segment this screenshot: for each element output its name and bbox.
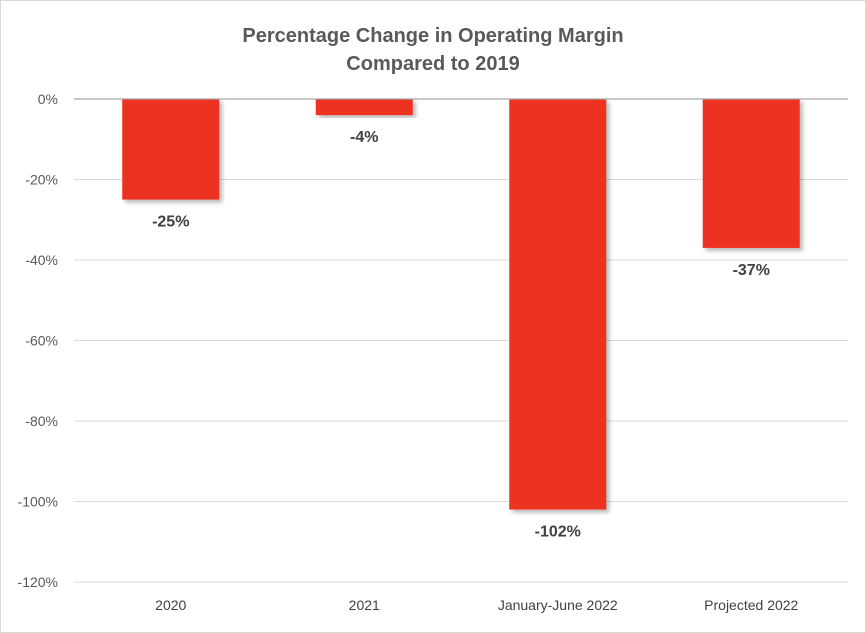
bars (122, 99, 800, 510)
y-tick-label: -120% (18, 574, 58, 590)
y-tick-label: -100% (18, 494, 58, 510)
category-label: January-June 2022 (498, 597, 618, 613)
y-tick-label: -80% (25, 413, 58, 429)
y-tick-label: 0% (38, 91, 58, 107)
y-axis-tick-labels: 0% -20% -40% -60% -80% -100% -120% (18, 91, 58, 590)
chart-title-line-1: Percentage Change in Operating Margin (242, 25, 624, 47)
data-label: -25% (152, 214, 189, 231)
bar (122, 99, 220, 200)
y-tick-label: -40% (25, 252, 58, 268)
data-labels: -25% -4% -102% -37% (152, 129, 770, 540)
bar (702, 99, 800, 248)
category-label: 2021 (349, 597, 380, 613)
data-label: -4% (350, 129, 378, 146)
data-label: -102% (535, 524, 581, 541)
x-axis-category-labels: 2020 2021 January-June 2022 Projected 2022 (155, 597, 798, 613)
bar (509, 99, 607, 510)
category-label: 2020 (155, 597, 186, 613)
category-label: Projected 2022 (704, 597, 798, 613)
data-label: -37% (733, 262, 770, 279)
bar (315, 99, 413, 116)
y-tick-label: -20% (25, 172, 58, 188)
chart-title-line-2: Compared to 2019 (346, 53, 520, 75)
y-tick-label: -60% (25, 333, 58, 349)
